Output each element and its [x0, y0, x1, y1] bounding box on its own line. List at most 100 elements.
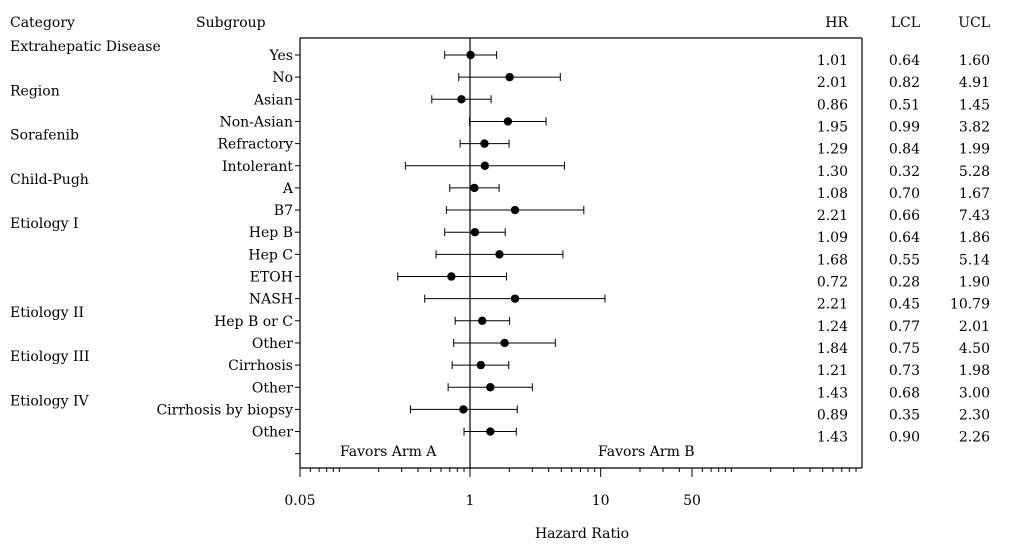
ucl-value: 2.26 [959, 430, 990, 446]
hazard-ratio-points [447, 50, 520, 436]
hr-value: 0.89 [817, 407, 848, 423]
category-label: Extrahepatic Disease [10, 39, 161, 55]
ucl-value: 2.30 [959, 407, 990, 423]
hr-point [486, 427, 495, 436]
hr-point [457, 95, 466, 104]
confidence-intervals [397, 51, 606, 436]
lcl-value: 0.64 [889, 230, 920, 246]
hr-point [478, 316, 487, 325]
subgroup-label: Hep B [249, 225, 293, 241]
hr-value: 1.43 [817, 430, 848, 446]
ucl-value: 1.60 [959, 53, 990, 69]
header-hr: HR [825, 15, 848, 31]
lcl-value: 0.28 [889, 275, 920, 291]
lcl-value: 0.75 [889, 341, 920, 357]
category-label: Region [10, 83, 60, 99]
subgroup-label: Other [252, 380, 293, 396]
subgroup-label: Other [252, 425, 293, 441]
lcl-value: 0.90 [889, 430, 920, 446]
hr-point [486, 383, 495, 392]
hr-value: 0.72 [817, 275, 848, 291]
hr-point [505, 72, 514, 82]
lcl-value: 0.68 [889, 385, 920, 401]
hr-value: 2.01 [817, 75, 848, 91]
x-tick-label: 50 [683, 493, 701, 509]
hr-point [466, 50, 475, 60]
subgroup-labels: Yes No Asian Non-Asian Refractory Intolerant A… [156, 48, 293, 441]
subgroup-label: Refractory [217, 137, 293, 153]
category-label: Etiology I [10, 216, 79, 232]
x-axis-ticks [295, 54, 857, 477]
subgroup-label: Hep B or C [214, 314, 293, 330]
lcl-value: 0.45 [889, 297, 920, 313]
hr-value: 2.21 [817, 297, 848, 313]
lcl-value: 0.82 [889, 75, 920, 91]
lcl-value: 0.99 [889, 119, 920, 135]
header-lcl: LCL [891, 15, 920, 31]
x-tick-label: 1 [466, 493, 475, 509]
category-label: Sorafenib [10, 128, 79, 144]
hr-point [459, 405, 468, 414]
hr-point [503, 117, 513, 126]
ucl-value: 1.67 [959, 186, 990, 202]
hr-point [480, 139, 489, 148]
lcl-value: 0.55 [889, 252, 920, 268]
hr-point [480, 161, 490, 170]
ucl-value: 1.98 [959, 363, 990, 379]
hr-point [510, 294, 520, 303]
favors-left-label: Favors Arm A [340, 444, 437, 460]
ucl-value: 1.86 [959, 230, 990, 246]
subgroup-label: Other [252, 336, 293, 352]
ucl-value: 4.50 [959, 341, 990, 357]
subgroup-label: B7 [274, 203, 293, 219]
lcl-value: 0.64 [889, 53, 920, 69]
hr-value: 1.95 [817, 119, 848, 135]
subgroup-label: Asian [253, 92, 293, 108]
estimate-table: 1.01 0.64 1.60 2.01 0.82 4.91 0.86 0.51 1.45 1.95… [817, 53, 990, 446]
subgroup-label: Intolerant [222, 159, 293, 175]
hr-point [495, 250, 504, 259]
hr-value: 1.24 [817, 319, 848, 335]
subgroup-label: Hep C [248, 247, 293, 263]
hr-value: 1.68 [817, 252, 848, 268]
category-label: Etiology II [10, 305, 84, 321]
subgroup-label: Non-Asian [219, 114, 293, 130]
ucl-value: 5.14 [959, 252, 990, 268]
ucl-value: 3.82 [959, 119, 990, 135]
hr-value: 1.08 [817, 186, 848, 202]
lcl-value: 0.70 [889, 186, 920, 202]
subgroup-label: Cirrhosis [228, 358, 293, 374]
ucl-value: 5.28 [959, 164, 990, 180]
hr-point [447, 272, 456, 281]
x-axis-tick-labels: 0.05 1 10 50 [284, 493, 700, 509]
category-label: Child-Pugh [10, 172, 89, 188]
lcl-value: 0.66 [889, 208, 920, 224]
hr-point [470, 183, 479, 193]
hr-point [500, 338, 509, 348]
hr-value: 1.30 [817, 164, 848, 180]
hr-value: 1.09 [817, 230, 848, 246]
subgroup-label: ETOH [250, 270, 293, 286]
lcl-value: 0.35 [889, 407, 920, 423]
ucl-value: 2.01 [959, 319, 990, 335]
ucl-value: 1.99 [959, 142, 990, 158]
x-tick-label: 0.05 [284, 493, 315, 509]
favors-right-label: Favors Arm B [598, 444, 695, 460]
subgroup-label: No [272, 70, 293, 86]
category-label: Etiology III [10, 349, 90, 365]
lcl-value: 0.73 [889, 363, 920, 379]
hr-point [476, 360, 486, 370]
x-axis-label: Hazard Ratio [535, 526, 629, 542]
ucl-value: 10.79 [950, 297, 990, 313]
lcl-value: 0.51 [889, 97, 920, 113]
hr-value: 1.21 [817, 363, 848, 379]
header-ucl: UCL [958, 15, 990, 31]
hr-value: 1.01 [817, 53, 848, 69]
x-tick-label: 10 [592, 493, 610, 509]
subgroup-label: Cirrhosis by biopsy [156, 402, 293, 418]
category-labels: Extrahepatic Disease Region Sorafenib Child… [10, 39, 161, 409]
subgroup-label: A [282, 181, 294, 197]
lcl-value: 0.84 [889, 142, 920, 158]
ucl-value: 7.43 [959, 208, 990, 224]
